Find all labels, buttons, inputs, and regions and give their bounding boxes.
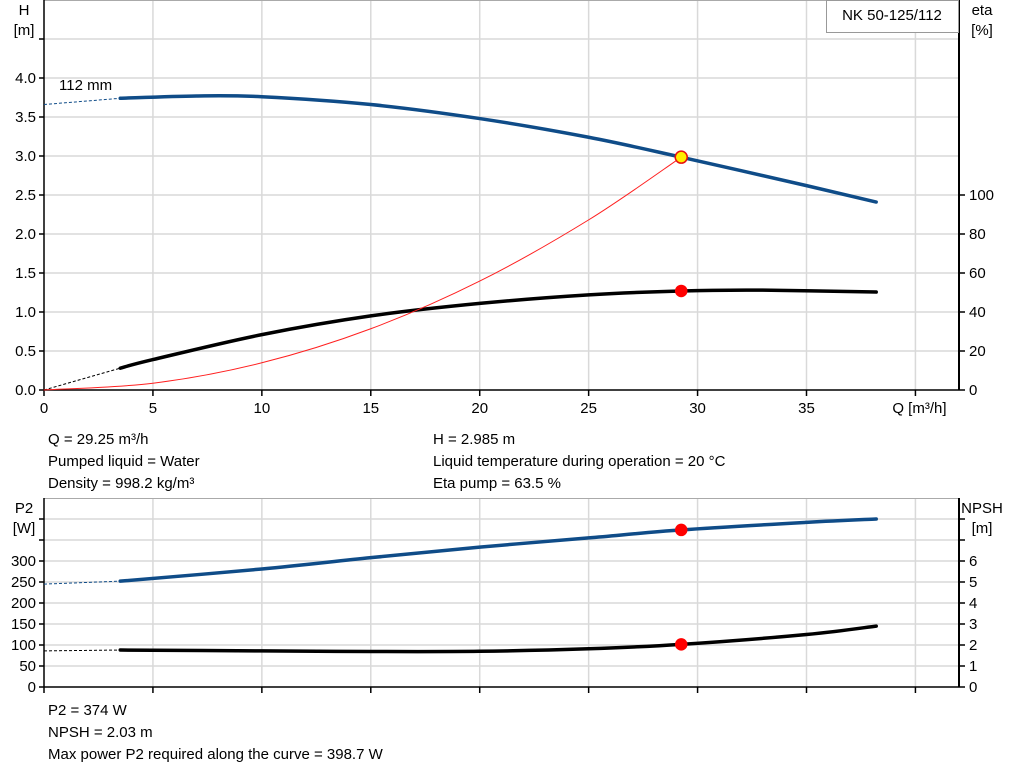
right-tick-label: 20 (969, 343, 986, 360)
info-bottom: P2 = 374 W NPSH = 2.03 m Max power P2 re… (48, 700, 383, 766)
head-duty-point (674, 150, 688, 164)
left-tick-label: 2.5 (15, 187, 36, 204)
npsh-curve (118, 624, 878, 654)
right-tick-label: 80 (969, 226, 986, 243)
left-tick-label: 1.5 (15, 265, 36, 282)
npsh-extrapolated-line (43, 649, 121, 652)
left-tick-label: 100 (11, 637, 36, 654)
right-axis-title: eta (972, 2, 994, 19)
left-tick-label: 250 (11, 574, 36, 591)
right-tick-label: 1 (969, 658, 977, 675)
p2-curve (118, 517, 878, 583)
left-tick-label: 0 (28, 679, 36, 696)
info-max-power: Max power P2 required along the curve = … (48, 746, 383, 763)
info-npsh: NPSH = 2.03 m (48, 724, 153, 741)
right-tick-label: 3 (969, 616, 977, 633)
left-tick-label: 0.0 (15, 382, 36, 399)
left-axis-unit: [m] (14, 22, 35, 39)
right-tick-label: 0 (969, 679, 977, 696)
info-temperature: Liquid temperature during operation = 20… (433, 453, 726, 470)
right-tick-label: 6 (969, 553, 977, 570)
right-tick-label: 2 (969, 637, 977, 654)
head-eta-chart: 0.0 0.5 1.0 1.5 2.0 2.5 3.0 3.5 4.0 0 20 40 60 80 100 0… (14, 0, 994, 417)
info-head: H = 2.985 m (433, 431, 516, 448)
head-curve (118, 93, 878, 204)
x-axis-label: Q [m³/h] (892, 400, 946, 417)
info-p2: P2 = 374 W (48, 702, 127, 719)
x-tick-label: 20 (471, 400, 488, 417)
npsh-duty-point (674, 638, 688, 651)
x-tick-label: 25 (580, 400, 597, 417)
left-tick-label: 300 (11, 553, 36, 570)
pump-model-label: NK 50-125/112 (842, 7, 942, 24)
right-tick-label: 40 (969, 304, 986, 321)
info-right-top: H = 2.985 m Liquid temperature during op… (433, 429, 725, 495)
impeller-diameter-label: 112 mm (59, 77, 112, 94)
head-extrapolated-line (43, 97, 121, 106)
left-axis-unit: [W] (13, 520, 36, 537)
x-tick-label: 0 (40, 400, 48, 417)
p2-extrapolated-line (43, 580, 121, 585)
left-tick-label: 4.0 (15, 70, 36, 87)
left-axis-title: H (19, 2, 30, 19)
left-tick-label: 50 (19, 658, 36, 675)
system-curve (43, 156, 682, 391)
p2-duty-point (674, 523, 688, 537)
info-flow: Q = 29.25 m³/h (48, 431, 149, 448)
info-density: Density = 998.2 kg/m³ (48, 475, 195, 492)
info-liquid: Pumped liquid = Water (48, 453, 200, 470)
left-axis-title: P2 (15, 500, 33, 517)
x-tick-label: 5 (149, 400, 157, 417)
left-tick-label: 1.0 (15, 304, 36, 321)
power-npsh-chart: 0 50 100 150 200 250 300 0 1 2 3 4 5 6 P2 [W] NPSH [m] (11, 498, 1003, 696)
left-tick-label: 3.0 (15, 148, 36, 165)
right-tick-label: 0 (969, 382, 977, 399)
right-axis-unit: [%] (971, 22, 993, 39)
right-axis-title: NPSH (961, 500, 1003, 517)
right-tick-label: 60 (969, 265, 986, 282)
left-tick-label: 3.5 (15, 109, 36, 126)
left-tick-label: 0.5 (15, 343, 36, 360)
eta-duty-point (674, 284, 688, 298)
right-axis-unit: [m] (972, 520, 993, 537)
right-tick-label: 5 (969, 574, 977, 591)
eta-extrapolated-line (43, 367, 121, 391)
eta-curve (118, 288, 878, 370)
left-tick-label: 150 (11, 616, 36, 633)
info-left-top: Q = 29.25 m³/h Pumped liquid = Water Den… (48, 429, 200, 495)
x-tick-label: 30 (689, 400, 706, 417)
x-tick-label: 10 (254, 400, 271, 417)
right-tick-label: 4 (969, 595, 977, 612)
left-tick-label: 2.0 (15, 226, 36, 243)
x-tick-label: 15 (362, 400, 379, 417)
pump-model-box (826, 0, 959, 33)
info-eta: Eta pump = 63.5 % (433, 475, 561, 492)
x-tick-label: 35 (798, 400, 815, 417)
left-tick-label: 200 (11, 595, 36, 612)
right-tick-label: 100 (969, 187, 994, 204)
